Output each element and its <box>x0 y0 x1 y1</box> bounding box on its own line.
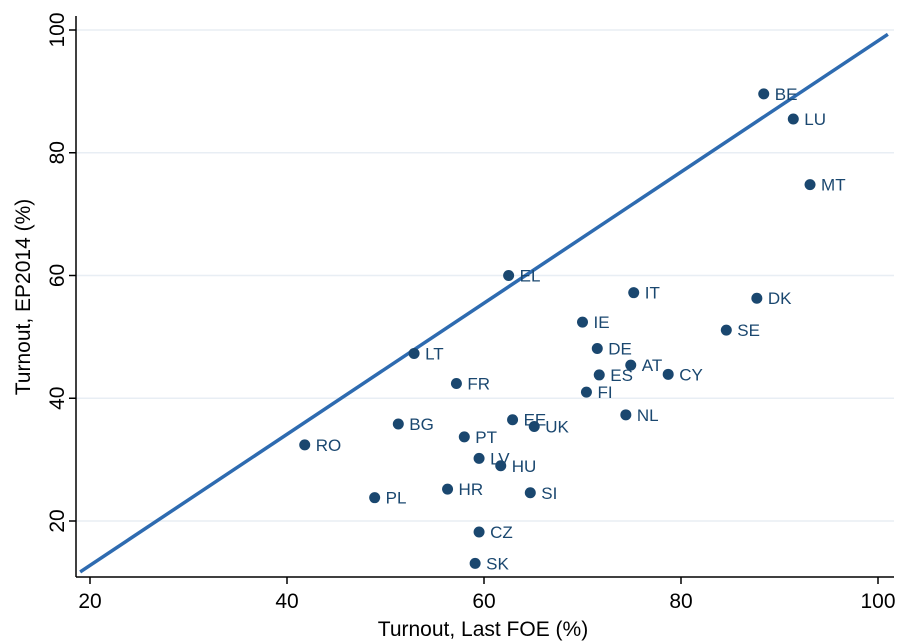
point-label-fr: FR <box>467 375 490 394</box>
point-label-mt: MT <box>821 176 846 195</box>
x-tick-label: 60 <box>472 590 495 613</box>
data-point-ie <box>577 316 588 328</box>
point-label-es: ES <box>610 366 633 385</box>
data-points <box>299 88 816 569</box>
data-point-lu <box>787 113 799 125</box>
x-tick-label: 100 <box>860 590 895 613</box>
data-point-fr <box>450 378 462 390</box>
point-label-ro: RO <box>316 436 342 455</box>
point-label-cy: CY <box>679 365 703 384</box>
data-point-mt <box>804 179 816 191</box>
data-point-nl <box>620 409 632 421</box>
data-point-sk <box>469 557 481 569</box>
point-label-lt: LT <box>425 344 444 363</box>
data-point-ee <box>507 414 519 426</box>
data-point-es <box>593 369 605 381</box>
y-tick-label: 60 <box>46 264 69 287</box>
data-point-el <box>503 270 515 281</box>
point-label-si: SI <box>541 484 557 503</box>
y-tick-label: 20 <box>46 509 69 532</box>
data-point-hu <box>495 460 507 472</box>
data-point-si <box>524 487 536 499</box>
point-label-lu: LU <box>804 110 826 129</box>
point-label-de: DE <box>608 340 632 359</box>
point-label-uk: UK <box>545 417 569 436</box>
point-label-at: AT <box>642 356 662 375</box>
point-label-fi: FI <box>597 383 612 402</box>
data-point-dk <box>751 292 763 304</box>
point-label-hr: HR <box>459 480 484 499</box>
point-label-it: IT <box>645 284 660 303</box>
x-tick-label: 40 <box>275 590 298 613</box>
data-point-be <box>758 88 770 100</box>
data-point-de <box>591 343 603 355</box>
data-point-uk <box>528 420 540 432</box>
data-point-lv <box>473 452 485 464</box>
y-axis-title: Turnout, EP2014 (%) <box>12 199 35 396</box>
data-point-lt <box>408 347 420 359</box>
data-point-at <box>625 359 637 371</box>
grid-lines <box>76 29 894 522</box>
data-point-pt <box>458 431 470 443</box>
point-label-se: SE <box>737 321 760 340</box>
reference-line-group <box>79 32 889 574</box>
data-point-bg <box>392 418 404 430</box>
point-label-sk: SK <box>486 554 509 573</box>
y-tick-label: 40 <box>46 387 69 410</box>
x-tick-label: 80 <box>669 590 692 613</box>
data-point-cy <box>662 368 674 380</box>
point-label-nl: NL <box>637 406 659 425</box>
point-labels: BE LU MT EL IT DK IE SE DE LT AT ES CY FR FI NL EE BG UK PT… <box>316 85 846 574</box>
data-point-fi <box>580 386 592 398</box>
point-label-ee: EE <box>524 411 547 430</box>
point-label-bg: BG <box>409 415 434 434</box>
data-point-it <box>628 287 640 299</box>
point-label-pl: PL <box>386 489 407 508</box>
reference-line <box>79 32 889 574</box>
data-point-se <box>720 324 732 336</box>
point-label-cz: CZ <box>490 523 513 542</box>
point-label-be: BE <box>775 85 798 104</box>
x-axis-title: Turnout, Last FOE (%) <box>378 618 588 641</box>
point-label-hu: HU <box>512 457 537 476</box>
point-label-ie: IE <box>594 313 610 332</box>
data-point-cz <box>473 526 485 538</box>
data-point-hr <box>442 483 454 495</box>
axes: 20 40 60 80 100 20 40 60 80 100 <box>46 12 896 613</box>
point-label-lv: LV <box>490 449 510 468</box>
point-label-dk: DK <box>768 289 792 308</box>
data-point-pl <box>369 492 381 504</box>
point-label-pt: PT <box>475 428 497 447</box>
y-tick-label: 100 <box>46 12 69 47</box>
data-point-ro <box>299 439 311 451</box>
point-label-el: EL <box>520 267 541 286</box>
x-tick-label: 20 <box>78 590 101 613</box>
y-tick-label: 80 <box>46 141 69 164</box>
